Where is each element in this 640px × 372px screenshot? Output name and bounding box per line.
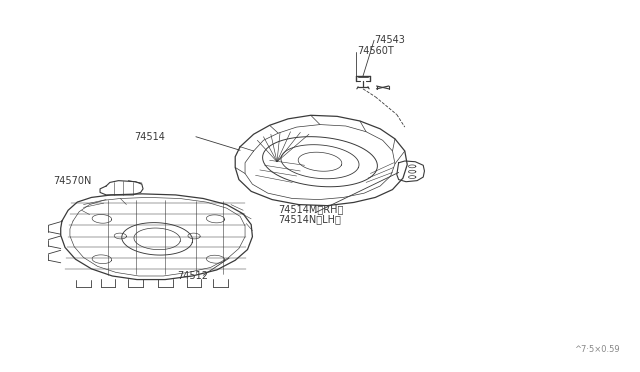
Text: 74514: 74514 (134, 132, 165, 142)
Text: 74570N: 74570N (53, 176, 92, 186)
Text: 74514M〈RH〉: 74514M〈RH〉 (278, 204, 344, 214)
Text: ^7·5×0.59: ^7·5×0.59 (574, 345, 620, 354)
Text: 74514N〈LH〉: 74514N〈LH〉 (278, 214, 341, 224)
Text: 74560T: 74560T (357, 46, 394, 56)
Text: 74543: 74543 (374, 35, 405, 45)
Text: 74512: 74512 (177, 271, 209, 281)
